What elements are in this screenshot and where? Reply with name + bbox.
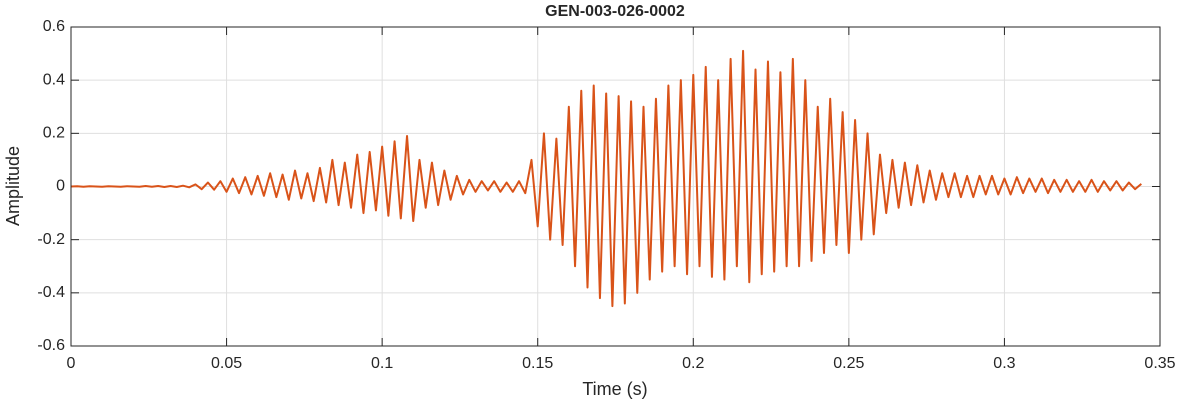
y-tick-label: 0.2 (43, 125, 65, 142)
x-tick-label: 0.1 (371, 355, 393, 372)
x-tick-label: 0.35 (1144, 355, 1175, 372)
x-tick-label: 0.3 (993, 355, 1015, 372)
y-tick-label: 0.4 (43, 71, 65, 88)
y-tick-label: -0.4 (37, 284, 65, 301)
x-tick-label: 0.2 (682, 355, 704, 372)
x-tick-label: 0 (67, 355, 76, 372)
plot-frame (70, 26, 1161, 347)
waveform (70, 49, 1142, 308)
y-tick-label: 0.6 (43, 18, 65, 35)
x-tick-label: 0.05 (211, 355, 242, 372)
x-tick-label: 0.15 (522, 355, 553, 372)
chart-title: GEN-003-026-0002 (545, 3, 685, 20)
x-tick-label: 0.25 (833, 355, 864, 372)
y-tick-label: 0 (56, 178, 65, 195)
x-axis-label: Time (s) (582, 379, 647, 399)
y-tick-label: -0.2 (37, 231, 65, 248)
y-axis-label: Amplitude (3, 146, 23, 226)
y-tick-label: -0.6 (37, 337, 65, 354)
